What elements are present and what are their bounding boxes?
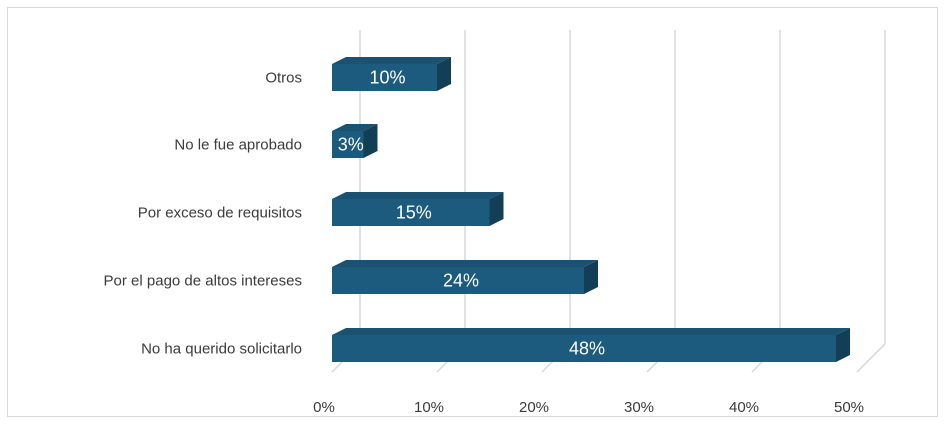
data-labels: 10% 3% 15% 24% 48% xyxy=(338,68,605,359)
bar xyxy=(332,328,850,362)
bar-front-face xyxy=(332,267,584,294)
bar xyxy=(332,192,504,226)
category-label: Por exceso de requisitos xyxy=(138,205,302,222)
category-label: Otros xyxy=(265,70,302,87)
category-labels: Otros No le fue aprobado Por exceso de req… xyxy=(104,70,302,358)
data-label: 3% xyxy=(338,135,364,155)
bar-front-face xyxy=(332,199,490,226)
x-tick-labels: 0% 10% 20% 30% 40% 50% xyxy=(313,399,864,416)
bar xyxy=(332,57,451,91)
data-label: 10% xyxy=(369,68,405,88)
bar-top-face xyxy=(332,328,850,335)
data-label: 24% xyxy=(443,271,479,291)
data-label: 15% xyxy=(396,203,432,223)
bar-top-face xyxy=(332,192,504,199)
bar xyxy=(332,124,378,158)
data-label: 48% xyxy=(569,339,605,359)
category-label: No le fue aprobado xyxy=(174,137,302,154)
bars xyxy=(332,57,850,362)
x-tick-label: 30% xyxy=(624,399,654,416)
bar-side-face xyxy=(437,57,451,91)
bar-side-face xyxy=(584,260,598,294)
x-tick-label: 0% xyxy=(313,399,335,416)
bar-top-face xyxy=(332,124,378,131)
category-label: No ha querido solicitarlo xyxy=(141,341,302,358)
x-tick-label: 40% xyxy=(729,399,759,416)
bar-top-face xyxy=(332,57,451,64)
bar-top-face xyxy=(332,260,598,267)
bar-front-face xyxy=(332,131,364,158)
bar-front-face xyxy=(332,335,836,362)
bar-side-face xyxy=(836,328,850,362)
bar-side-face xyxy=(489,192,504,226)
category-label: Por el pago de altos intereses xyxy=(104,273,302,290)
bar-front-face xyxy=(332,64,437,91)
x-tick-label: 20% xyxy=(519,399,549,416)
bar-side-face xyxy=(363,124,378,158)
x-tick-label: 50% xyxy=(834,399,864,416)
x-tick-label: 10% xyxy=(414,399,444,416)
gridline-floor xyxy=(856,343,886,373)
bar xyxy=(332,260,598,294)
